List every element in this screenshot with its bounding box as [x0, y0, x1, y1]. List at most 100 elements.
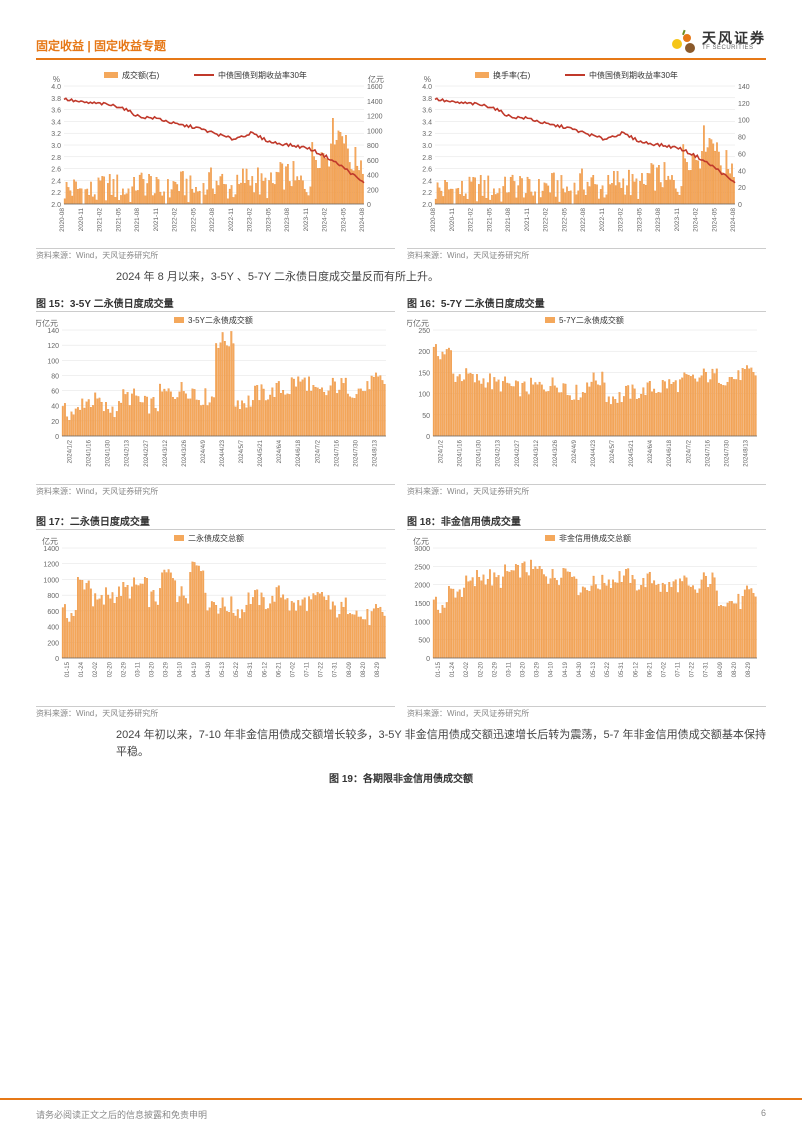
svg-text:150: 150 [418, 370, 430, 377]
chart-15: 图 15：3-5Y 二永债日度成交量 万亿元3-5Y二永债成交额02040608… [36, 295, 395, 497]
svg-text:04-19: 04-19 [563, 661, 569, 677]
svg-text:3.6: 3.6 [422, 108, 432, 115]
svg-text:04-30: 04-30 [206, 661, 212, 677]
svg-text:07-22: 07-22 [319, 661, 325, 677]
svg-text:2.2: 2.2 [51, 190, 61, 197]
svg-text:08-09: 08-09 [718, 661, 724, 677]
svg-text:2024/1/30: 2024/1/30 [477, 439, 483, 466]
bar-chart-svg: 万亿元3-5Y二永债成交额0204060801001201402024/1/22… [36, 314, 392, 482]
svg-text:3-5Y二永债成交额: 3-5Y二永债成交额 [188, 315, 253, 325]
page-header: 固定收益 | 固定收益专题 天风证券 TF SECURITIES [36, 28, 766, 60]
svg-text:万亿元: 万亿元 [407, 318, 429, 328]
svg-text:2024/6/18: 2024/6/18 [296, 439, 302, 466]
svg-text:2024/5/21: 2024/5/21 [258, 439, 264, 466]
svg-text:中债国债到期收益率30年: 中债国债到期收益率30年 [218, 70, 307, 80]
svg-text:02-20: 02-20 [478, 661, 484, 677]
svg-text:400: 400 [367, 173, 379, 180]
svg-text:2020-08: 2020-08 [59, 208, 66, 232]
svg-text:2024/1/16: 2024/1/16 [87, 439, 93, 466]
svg-text:07-11: 07-11 [305, 661, 311, 677]
svg-text:%: % [53, 75, 60, 84]
svg-text:2024/3/12: 2024/3/12 [534, 439, 540, 466]
svg-text:2023-02: 2023-02 [247, 208, 254, 232]
fig19-caption: 图 19：各期限非金信用债成交额 [36, 770, 766, 785]
svg-text:07-31: 07-31 [333, 661, 339, 677]
svg-text:1000: 1000 [43, 577, 59, 584]
svg-text:1200: 1200 [43, 561, 59, 568]
svg-text:2022-05: 2022-05 [561, 208, 568, 232]
svg-text:2024/8/13: 2024/8/13 [743, 439, 749, 466]
svg-text:08-09: 08-09 [347, 661, 353, 677]
svg-text:100: 100 [418, 391, 430, 398]
svg-text:05-13: 05-13 [220, 661, 226, 677]
svg-text:2023-11: 2023-11 [674, 208, 681, 232]
svg-text:02-02: 02-02 [93, 661, 99, 677]
svg-text:250: 250 [418, 328, 430, 335]
svg-text:亿元: 亿元 [368, 74, 384, 84]
svg-text:换手率(右): 换手率(右) [493, 70, 531, 80]
svg-text:03-29: 03-29 [535, 661, 541, 677]
svg-text:20: 20 [738, 185, 746, 192]
svg-text:2021-11: 2021-11 [524, 208, 531, 232]
svg-text:1400: 1400 [43, 546, 59, 553]
svg-text:06-12: 06-12 [633, 661, 639, 677]
svg-text:3.6: 3.6 [51, 108, 61, 115]
svg-text:07-02: 07-02 [661, 661, 667, 677]
svg-text:2023-11: 2023-11 [303, 208, 310, 232]
svg-text:0: 0 [367, 202, 371, 209]
svg-text:2024/6/18: 2024/6/18 [667, 439, 673, 466]
svg-text:05-13: 05-13 [591, 661, 597, 677]
svg-text:140: 140 [47, 328, 59, 335]
svg-text:03-11: 03-11 [506, 661, 512, 677]
svg-text:2022-11: 2022-11 [599, 208, 606, 232]
svg-text:2024-08: 2024-08 [730, 208, 737, 232]
svg-text:08-20: 08-20 [361, 661, 367, 677]
svg-text:2024/6/4: 2024/6/4 [648, 439, 654, 463]
brand-logo: 天风证券 TF SECURITIES [670, 28, 766, 54]
svg-text:20: 20 [51, 418, 59, 425]
chart-top-left: 成交额(右)中债国债到期收益率30年%亿元2.02.22.42.62.83.03… [36, 68, 395, 261]
page-footer: 请务必阅读正文之后的信息披露和免责申明 6 [0, 1098, 802, 1133]
svg-text:0: 0 [426, 434, 430, 441]
svg-text:2021-11: 2021-11 [153, 208, 160, 232]
svg-text:2.0: 2.0 [51, 202, 61, 209]
svg-text:2024/1/30: 2024/1/30 [106, 439, 112, 466]
svg-text:05-31: 05-31 [248, 661, 254, 677]
svg-text:2024/4/9: 2024/4/9 [572, 439, 578, 463]
chart-16: 图 16：5-7Y 二永债日度成交量 万亿元5-7Y二永债成交额05010015… [407, 295, 766, 497]
brand-name-en: TF SECURITIES [702, 45, 766, 51]
svg-text:2024/8/13: 2024/8/13 [372, 439, 378, 466]
svg-text:2024-05: 2024-05 [340, 208, 347, 232]
chart-title: 图 15：3-5Y 二永债日度成交量 [36, 295, 395, 312]
svg-text:01-15: 01-15 [436, 661, 442, 677]
svg-text:01-15: 01-15 [65, 661, 71, 677]
svg-text:04-10: 04-10 [549, 661, 555, 677]
chart-source: 资料来源：Wind，天风证券研究所 [36, 248, 395, 261]
page-content: 固定收益 | 固定收益专题 天风证券 TF SECURITIES 成交额(右)中… [0, 0, 802, 785]
svg-text:0: 0 [55, 656, 59, 663]
svg-text:3.2: 3.2 [51, 131, 61, 138]
svg-text:600: 600 [367, 158, 379, 165]
bar-chart-svg: 亿元非金信用债成交总额05001000150020002500300001-15… [407, 532, 763, 704]
svg-text:2024/4/23: 2024/4/23 [220, 439, 226, 466]
svg-text:2021-05: 2021-05 [115, 208, 122, 232]
svg-text:3.8: 3.8 [51, 96, 61, 103]
paragraph-2: 2024 年初以来，7-10 年非金信用债成交额增长较多，3-5Y 非金信用债成… [116, 727, 766, 762]
svg-text:200: 200 [47, 640, 59, 647]
combo-chart-svg: 换手率(右)中债国债到期收益率30年%2.02.22.42.62.83.03.2… [407, 68, 763, 246]
svg-text:2.4: 2.4 [51, 178, 61, 185]
svg-text:03-20: 03-20 [521, 661, 527, 677]
svg-text:2024-05: 2024-05 [711, 208, 718, 232]
svg-text:100: 100 [738, 118, 750, 125]
svg-text:01-24: 01-24 [450, 661, 456, 677]
svg-text:2024/7/16: 2024/7/16 [334, 439, 340, 466]
svg-text:2022-02: 2022-02 [543, 208, 550, 232]
svg-text:2024/7/30: 2024/7/30 [724, 439, 730, 466]
low-chart-row: 图 17：二永债日度成交量 亿元二永债成交总额02004006008001000… [36, 513, 766, 719]
svg-text:80: 80 [51, 373, 59, 380]
svg-text:01-24: 01-24 [79, 661, 85, 677]
bar-chart-svg: 万亿元5-7Y二永债成交额0501001502002502024/1/22024… [407, 314, 763, 482]
svg-text:2024/5/7: 2024/5/7 [239, 439, 245, 463]
svg-text:2.2: 2.2 [422, 190, 432, 197]
svg-text:1500: 1500 [414, 601, 430, 608]
